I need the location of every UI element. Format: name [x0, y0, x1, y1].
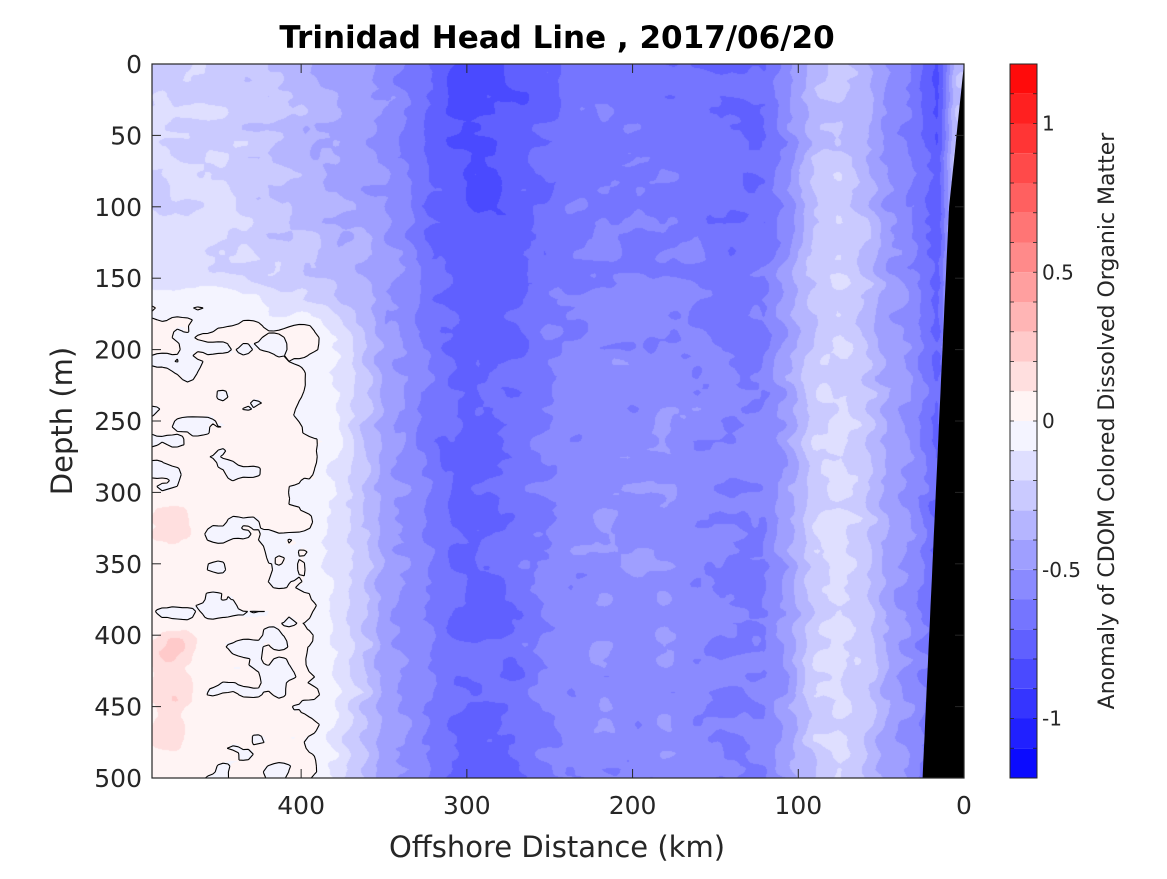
- colorbar-cell: [1010, 748, 1037, 778]
- colorbar-cell: [1010, 123, 1037, 154]
- zero-contours: [151, 305, 321, 779]
- y-tick-label: 150: [94, 264, 142, 293]
- colorbar-ticks: 1 0.5 0 -0.5 -1: [1010, 93, 1081, 749]
- colorbar-label: Anomaly of CDOM Colored Dissolved Organi…: [1095, 132, 1120, 710]
- colorbar-tick-label: 0.5: [1042, 260, 1074, 284]
- y-tick-label: 450: [94, 693, 142, 722]
- colorbar-cell: [1010, 361, 1037, 392]
- colorbar-tick-label: -1: [1042, 707, 1062, 731]
- colorbar-cell: [1010, 153, 1037, 183]
- y-tick-label: 0: [126, 50, 142, 79]
- colorbar-cell: [1010, 510, 1037, 540]
- y-tick-label: 400: [94, 621, 142, 650]
- colorbar-cell: [1010, 718, 1037, 749]
- colorbar-tick-label: -0.5: [1042, 558, 1081, 582]
- y-tick-label: 350: [94, 550, 142, 579]
- y-tick-label: 50: [110, 121, 142, 150]
- x-axis-ticks: 400 300 200 100 0: [277, 64, 972, 820]
- x-tick-label: 400: [277, 791, 325, 820]
- y-tick-label: 100: [94, 193, 142, 222]
- anomaly-field: [152, 64, 964, 778]
- y-tick-label: 300: [94, 478, 142, 507]
- colorbar-cell: [1010, 450, 1037, 481]
- colorbar-tick-label: 0: [1042, 409, 1055, 433]
- colorbar-cell: [1010, 480, 1037, 511]
- colorbar-cell: [1010, 242, 1037, 273]
- y-axis-label: Depth (m): [45, 347, 79, 495]
- colorbar-cell: [1010, 659, 1037, 689]
- colorbar-cell: [1010, 391, 1037, 421]
- colorbar-cell: [1010, 599, 1037, 630]
- colorbar-cell: [1010, 688, 1037, 719]
- y-axis-ticks: 0 50 100 150 200 250 300 350 400 450 500: [94, 50, 964, 793]
- y-tick-label: 200: [94, 336, 142, 365]
- colorbar: 1 0.5 0 -0.5 -1: [1009, 63, 1081, 779]
- seafloor-mask: [922, 64, 964, 778]
- colorbar-cell: [1010, 212, 1037, 243]
- x-tick-label: 0: [956, 791, 972, 820]
- chart-title: Trinidad Head Line , 2017/06/20: [279, 20, 834, 56]
- colorbar-cells: [1010, 64, 1037, 778]
- plot-area: 400 300 200 100 0 0 50 100 150 200 250 300 350 400 45…: [94, 50, 972, 820]
- colorbar-tick-label: 1: [1042, 112, 1055, 136]
- x-tick-label: 100: [774, 791, 822, 820]
- x-tick-label: 300: [443, 791, 491, 820]
- colorbar-cell: [1010, 272, 1037, 302]
- colorbar-cell: [1010, 93, 1037, 124]
- colorbar-cell: [1010, 302, 1037, 332]
- colorbar-cell: [1010, 64, 1037, 94]
- colorbar-cell: [1010, 629, 1037, 659]
- x-axis-label: Offshore Distance (km): [389, 830, 725, 864]
- colorbar-cell: [1010, 421, 1037, 451]
- colorbar-cell: [1010, 331, 1037, 362]
- colorbar-cell: [1010, 540, 1037, 570]
- colorbar-cell: [1010, 183, 1037, 213]
- x-tick-label: 200: [609, 791, 657, 820]
- zero-contour-line: [151, 305, 321, 779]
- colorbar-cell: [1010, 569, 1037, 600]
- y-tick-label: 500: [94, 764, 142, 793]
- y-tick-label: 250: [94, 407, 142, 436]
